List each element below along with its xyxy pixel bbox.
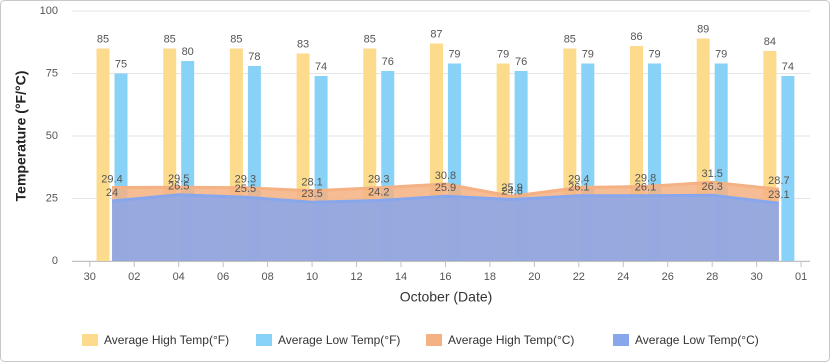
data-label: 79 <box>715 48 727 60</box>
data-label: 24.6 <box>501 185 522 197</box>
y-tick-label: 75 <box>46 67 58 79</box>
data-label: 29.4 <box>101 173 122 185</box>
labels: 0 25 50 75 100 30 02 04 06 08 10 12 14 16 18 20 22 24 26 28… <box>40 5 808 283</box>
x-tick-label: 16 <box>439 271 451 283</box>
data-label: 31.5 <box>701 168 722 180</box>
data-label: 75 <box>115 58 127 70</box>
data-label: 79 <box>497 48 509 60</box>
x-tick-label: 28 <box>706 271 718 283</box>
x-tick-label: 18 <box>484 271 496 283</box>
x-tick-label: 12 <box>350 271 362 283</box>
data-label: 85 <box>564 33 576 45</box>
data-label: 79 <box>648 48 660 60</box>
legend-label: Average Low Temp(°F) <box>278 333 400 347</box>
x-tick-label: 30 <box>751 271 763 283</box>
data-label: 85 <box>364 33 376 45</box>
data-label: 83 <box>297 38 309 50</box>
data-label: 28.7 <box>768 175 789 187</box>
data-label: 29.5 <box>168 173 189 185</box>
legend-label: Average Low Temp(°C) <box>635 333 759 347</box>
data-label: 87 <box>430 28 442 40</box>
x-tick-label: 10 <box>306 271 318 283</box>
data-label: 79 <box>582 48 594 60</box>
x-tick-label: 20 <box>528 271 540 283</box>
data-label: 26.1 <box>635 182 656 194</box>
area <box>112 194 779 261</box>
x-tick-label: 22 <box>573 271 585 283</box>
y-axis-title: Temperature (°F/°C) <box>13 71 29 202</box>
data-label: 78 <box>248 51 260 63</box>
y-tick-label: 50 <box>46 130 58 142</box>
data-label: 89 <box>697 23 709 35</box>
legend-label: Average High Temp(°C) <box>448 333 574 347</box>
line <box>112 180 780 198</box>
x-axis-title: October (Date) <box>400 289 493 305</box>
x-tick-label: 14 <box>395 271 407 283</box>
data-label: 86 <box>630 31 642 43</box>
data-label: 29.4 <box>568 173 589 185</box>
data-label: 25.9 <box>501 182 522 194</box>
data-label: 26.1 <box>568 182 589 194</box>
data-label: 85 <box>230 33 242 45</box>
bar <box>781 76 795 261</box>
y-tick-label: 25 <box>46 192 58 204</box>
data-label: 25.5 <box>235 183 256 195</box>
data-label: 80 <box>182 46 194 58</box>
x-tick-label: 26 <box>662 271 674 283</box>
y-tick-label: 0 <box>52 255 58 267</box>
data-label: 26.3 <box>701 181 722 193</box>
legend-swatch <box>82 334 98 346</box>
data-label: 79 <box>448 48 460 60</box>
data-label: 85 <box>97 33 109 45</box>
x-tick-label: 01 <box>795 271 807 283</box>
x-tick-label: 24 <box>617 271 629 283</box>
data-label: 85 <box>164 33 176 45</box>
bar <box>96 48 110 261</box>
data-label: 74 <box>315 61 327 73</box>
x-tick-label: 04 <box>173 271 185 283</box>
data-label: 24 <box>106 187 118 199</box>
legend-swatch <box>613 334 629 346</box>
data-label: 29.3 <box>368 174 389 186</box>
data-label: 76 <box>515 56 527 68</box>
data-label: 25.9 <box>435 182 456 194</box>
legend-label: Average High Temp(°F) <box>104 333 229 347</box>
line <box>111 193 780 205</box>
x-tick-label: 02 <box>128 271 140 283</box>
data-label: 23.1 <box>768 189 789 201</box>
data-label: 76 <box>382 56 394 68</box>
data-label: 74 <box>782 61 794 73</box>
legend: Average High Temp(°F) Average Low Temp(°F… <box>82 333 759 347</box>
x-tick-label: 30 <box>84 271 96 283</box>
y-tick-label: 100 <box>40 5 58 17</box>
data-label: 28.1 <box>301 177 322 189</box>
data-label: 24.2 <box>368 186 389 198</box>
x-tick-label: 08 <box>261 271 273 283</box>
data-label: 26.5 <box>168 181 189 193</box>
marks <box>96 38 795 261</box>
x-tick-label: 06 <box>217 271 229 283</box>
data-label: 23.5 <box>301 188 322 200</box>
legend-swatch <box>426 334 442 346</box>
data-label: 29.8 <box>635 172 656 184</box>
data-label: 30.8 <box>435 170 456 182</box>
legend-swatch <box>256 334 272 346</box>
data-label: 84 <box>764 36 776 48</box>
data-label: 29.3 <box>235 174 256 186</box>
